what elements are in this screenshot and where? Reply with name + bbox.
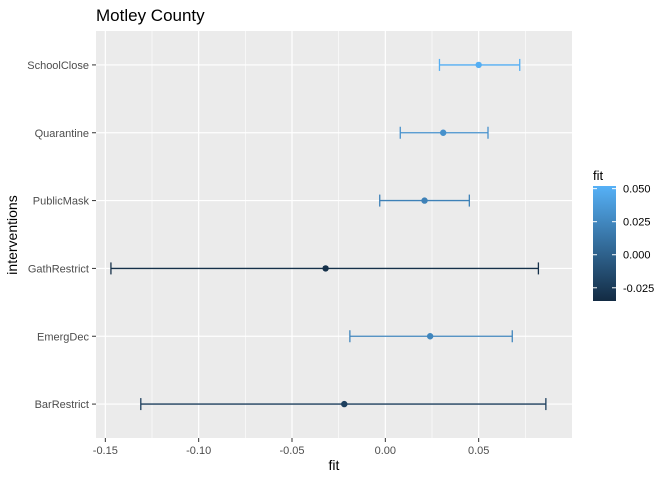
y-axis: SchoolClose Quarantine PublicMask GathRestr… <box>27 60 96 411</box>
y-tick-label: Quarantine <box>35 128 89 140</box>
plot-panel <box>96 31 572 438</box>
x-tick-label: 0.05 <box>468 445 489 457</box>
x-tick-label: 0.00 <box>375 445 396 457</box>
legend-title: fit <box>593 168 604 183</box>
points <box>322 61 482 408</box>
data-point <box>475 61 482 69</box>
x-tick-label: -0.10 <box>186 445 211 457</box>
data-point <box>426 333 434 340</box>
y-tick-label: GathRestrict <box>28 263 89 275</box>
y-tick-label: EmergDec <box>37 331 89 343</box>
y-tick-label: BarRestrict <box>35 399 89 411</box>
legend-tick-label: 0.050 <box>623 184 651 196</box>
x-axis-title: fit <box>329 457 340 473</box>
y-tick-label: SchoolClose <box>27 60 89 72</box>
legend-ticks: 0.050 0.025 0.000 -0.025 <box>593 184 654 295</box>
x-tick-label: -0.05 <box>279 445 304 457</box>
x-axis: -0.15 -0.10 -0.05 0.00 0.05 <box>93 438 489 457</box>
legend-tick-label: 0.025 <box>623 217 651 229</box>
data-point <box>421 197 428 204</box>
x-tick-label: -0.15 <box>93 445 118 457</box>
data-point <box>440 129 447 136</box>
y-tick-label: PublicMask <box>33 196 90 208</box>
legend-colorbar <box>593 186 616 301</box>
legend-tick-label: -0.025 <box>623 283 654 295</box>
data-point <box>341 400 348 408</box>
y-axis-title: interventions <box>4 195 20 274</box>
data-point <box>322 265 329 272</box>
legend: fit 0.050 0.025 0.000 -0.025 <box>593 168 654 301</box>
chart-title: Motley County <box>96 6 205 25</box>
legend-tick-label: 0.000 <box>623 250 651 262</box>
